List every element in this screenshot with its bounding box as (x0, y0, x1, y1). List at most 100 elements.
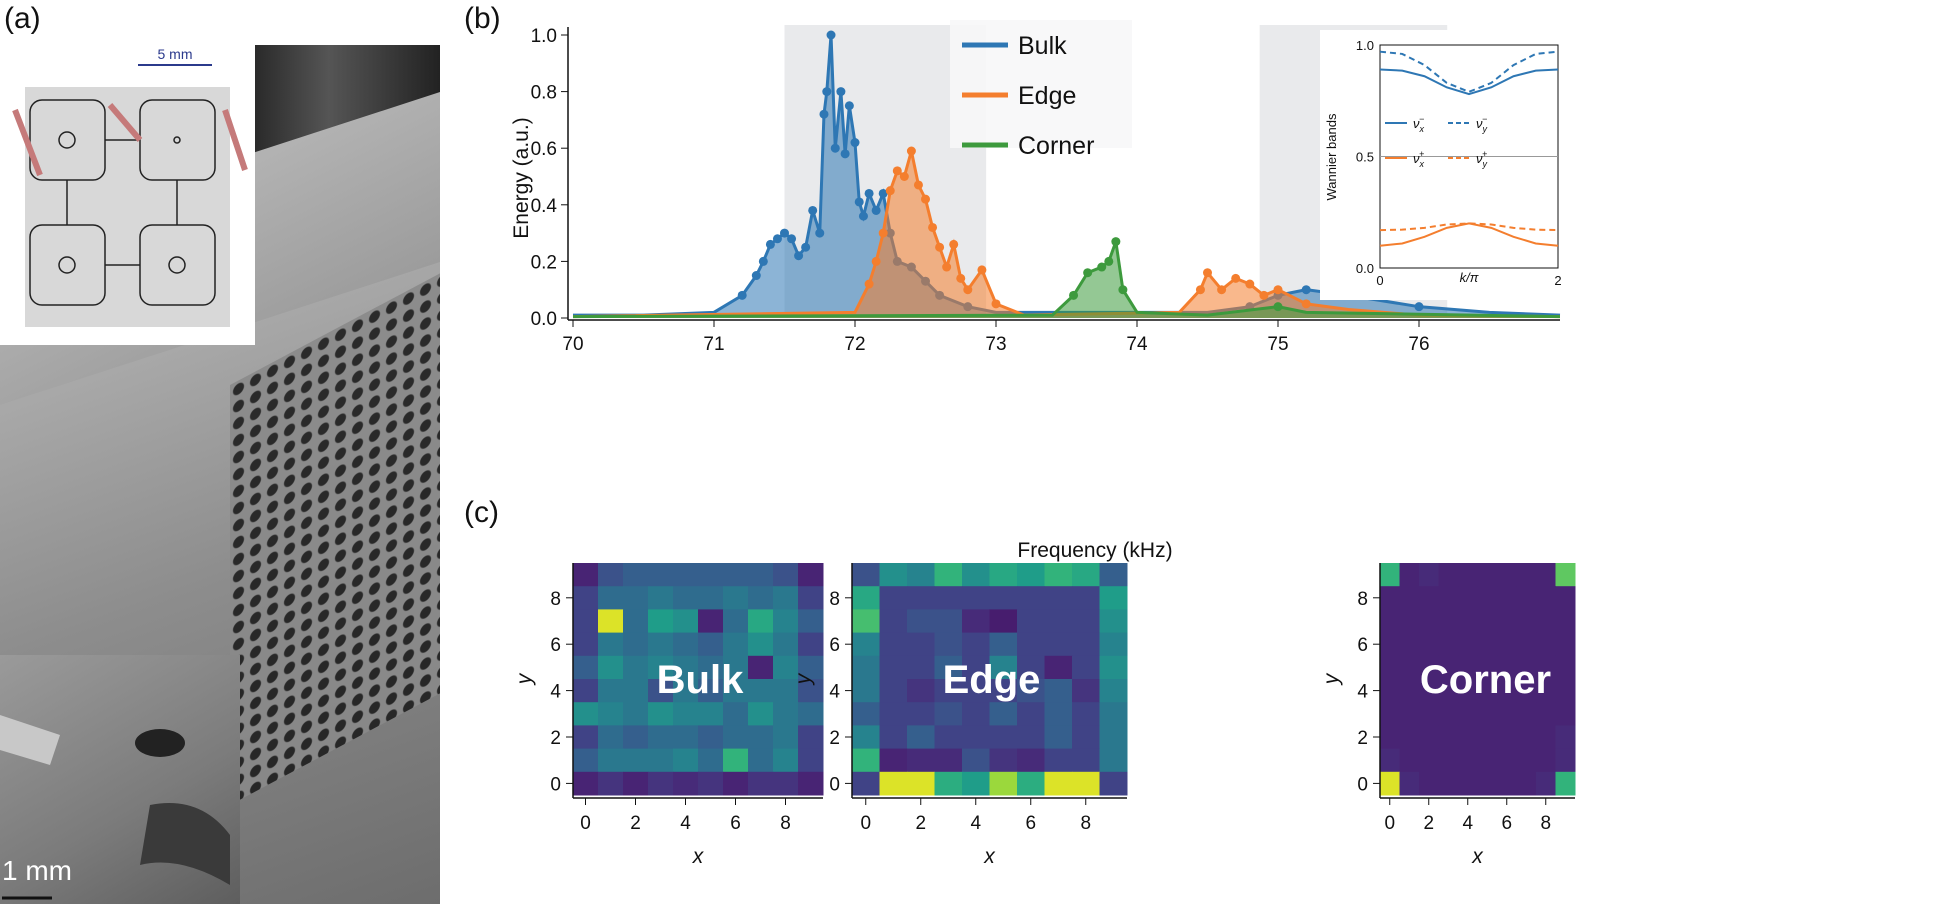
heatmap-cell-corner (1516, 655, 1537, 680)
heatmap-x-tick-label: 8 (1540, 813, 1551, 834)
heatmap-cell-bulk (748, 563, 774, 587)
heatmap-cell-edge (962, 609, 990, 634)
heatmap-cell-corner (1477, 771, 1498, 796)
sem-hinge (0, 715, 60, 765)
heatmap-cell-corner (1497, 748, 1517, 773)
heatmap-cell-edge (989, 609, 1018, 634)
heatmap-x-tick-label: 6 (1501, 813, 1512, 834)
heatmap-cell-corner (1419, 632, 1439, 657)
heatmap-cell-corner (1380, 632, 1400, 657)
heatmap-cell-edge (962, 586, 990, 610)
heatmap-cell-corner (1536, 563, 1556, 587)
heatmap-cell-corner (1438, 609, 1459, 634)
heatmap-cell-bulk (623, 702, 649, 726)
heatmap-cell-bulk (598, 563, 624, 587)
heatmap-cell-corner (1536, 586, 1556, 610)
heatmap-cell-bulk (623, 748, 649, 773)
heatmap-cell-corner (1458, 632, 1478, 657)
heatmap-cell-edge (934, 655, 963, 680)
heatmap-cell-corner (1419, 679, 1439, 703)
data-point-bulk (836, 87, 846, 97)
heatmap-cell-bulk (623, 771, 649, 796)
heatmap-cell-edge (962, 702, 990, 726)
sem-inset: 1 mm (0, 655, 240, 904)
heatmap-cell-corner (1399, 609, 1420, 634)
heatmap-cell-edge (934, 563, 963, 587)
legend-label-bulk: Bulk (1018, 32, 1067, 60)
heatmap-cell-corner (1380, 563, 1400, 587)
heatmap-cell-bulk (773, 679, 799, 703)
heatmap-cell-corner (1399, 702, 1420, 726)
heatmap-cell-edge (907, 771, 935, 796)
heatmap-cell-corner (1399, 679, 1420, 703)
heatmap-cell-corner (1536, 609, 1556, 634)
x-tick-label: 70 (562, 334, 583, 355)
data-point-edge (1259, 290, 1269, 300)
heatmap-cell-bulk (673, 586, 699, 610)
heatmap-cell-bulk (673, 679, 699, 703)
heatmap-cell-corner (1497, 725, 1517, 750)
data-point-edge (921, 194, 930, 204)
heatmap-cell-bulk (748, 771, 774, 796)
heatmap-x-tick-label: 4 (680, 813, 691, 834)
data-point-bulk (878, 188, 888, 198)
heatmap-cell-corner (1497, 679, 1517, 703)
heatmap-cell-edge (852, 725, 880, 750)
inset-legend-sup: − (1419, 114, 1424, 124)
data-point-corner (1273, 302, 1283, 312)
heatmap-cell-edge (1099, 725, 1128, 750)
heatmap-cell-edge (1044, 725, 1073, 750)
y-tick-label: 0.4 (531, 196, 558, 217)
heatmap-cell-edge (1044, 655, 1073, 680)
heatmap-cell-bulk (798, 632, 824, 657)
heatmap-cell-corner (1399, 725, 1420, 750)
inset-legend-sub: y (1482, 124, 1488, 134)
data-point-edge (1245, 279, 1255, 289)
data-point-edge (1217, 285, 1227, 295)
heatmap-cell-bulk (573, 632, 599, 657)
heatmap-cell-edge (1072, 655, 1100, 680)
heatmap-cell-bulk (673, 748, 699, 773)
data-point-bulk (854, 197, 864, 207)
hinge-highlight (12, 103, 248, 177)
heatmap-x-tick-label: 4 (970, 813, 981, 834)
heatmap-cell-bulk (698, 609, 724, 634)
heatmap-cell-edge (907, 632, 935, 657)
heatmap-cell-corner (1497, 632, 1517, 657)
heatmap-x-tick-label: 2 (1423, 813, 1434, 834)
sem-hole (135, 729, 185, 757)
heatmap-cell-edge (962, 632, 990, 657)
heatmap-cell-bulk (673, 771, 699, 796)
data-point-bulk (780, 228, 789, 238)
heatmap-cell-bulk (623, 679, 649, 703)
heatmap-cell-corner (1458, 655, 1478, 680)
heatmap-cell-bulk (698, 586, 724, 610)
heatmap-cell-edge (1072, 563, 1100, 587)
heatmap-cell-corner (1438, 725, 1459, 750)
heatmap-cell-corner (1516, 586, 1537, 610)
heatmap-cell-bulk (673, 563, 699, 587)
heatmap-cell-corner (1536, 725, 1556, 750)
heatmap-cell-edge (1044, 609, 1073, 634)
heatmap-cell-edge (1072, 679, 1100, 703)
heatmap-cell-corner (1497, 771, 1517, 796)
data-point-edge (878, 228, 888, 238)
heatmap-cell-bulk (723, 679, 749, 703)
heatmap-y-axis-label: y (1320, 672, 1343, 686)
heatmap-cell-bulk (798, 609, 824, 634)
panel-label-b: (b) (464, 2, 501, 35)
heatmap-cell-corner (1516, 771, 1537, 796)
heatmap-y-axis-label: y (513, 672, 536, 686)
heatmap-cell-edge (1044, 563, 1073, 587)
heatmap-cell-bulk (648, 725, 674, 750)
data-point-corner (1083, 268, 1093, 278)
sem-svg: 1 mm (0, 715, 230, 900)
wannier-band-line (1379, 50, 1559, 93)
heatmap-cell-bulk (623, 725, 649, 750)
heatmap-cell-corner (1458, 609, 1478, 634)
data-point-edge (977, 265, 987, 275)
heatmap-cell-edge (907, 748, 935, 773)
inset-legend-label: νy+ (1476, 149, 1488, 169)
data-point-corner (1097, 262, 1107, 272)
